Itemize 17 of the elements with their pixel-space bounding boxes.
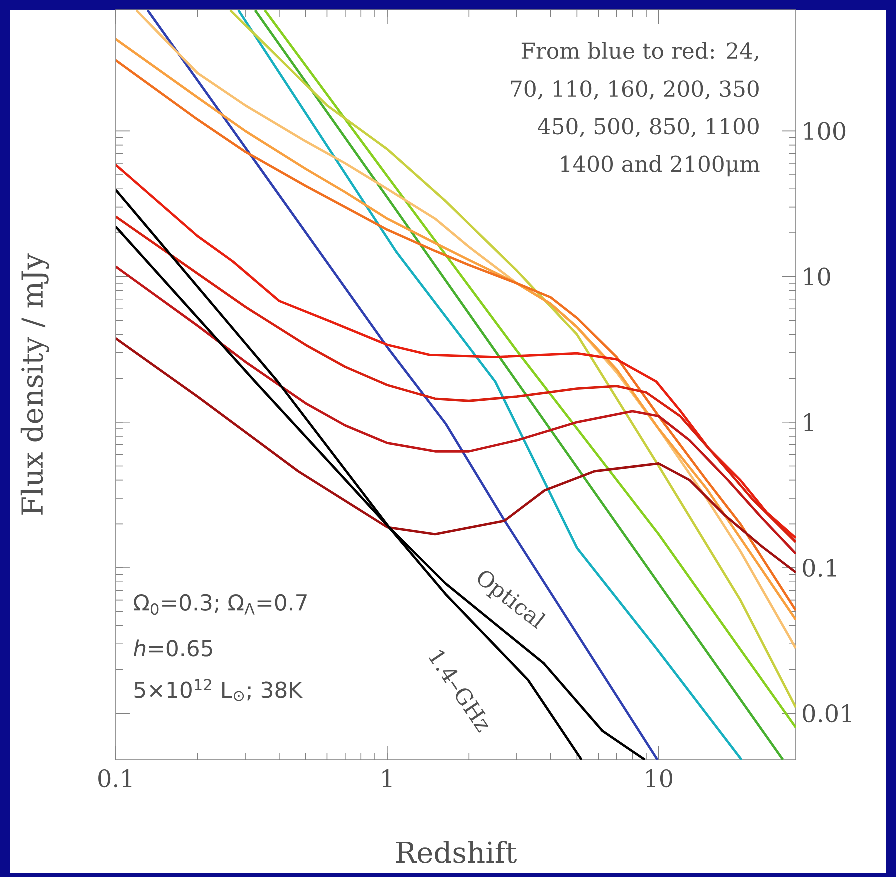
y-tick-label: 1 bbox=[804, 414, 814, 432]
x-axis-title: Redshift bbox=[396, 841, 517, 864]
x-tick-label: 1 bbox=[382, 770, 392, 788]
annotation: 1400 and 2100μm bbox=[561, 155, 760, 177]
annotation: Ω$_{0}$=0.3; Ω$_{Λ}$=0.7 bbox=[134, 594, 307, 616]
annotation: 450, 500, 850, 1100 bbox=[538, 118, 759, 138]
annotation: 5×10$^{12}$ L$_{⊙}$; 38K bbox=[134, 679, 303, 702]
y-axis-title: Flux density / mJy bbox=[20, 254, 50, 515]
annotation: h=0.65 bbox=[134, 640, 212, 657]
y-tick-label: 0.1 bbox=[803, 558, 836, 578]
annotation: 70, 110, 160, 200, 350 bbox=[511, 80, 759, 100]
annotation: From blue to red: 24, bbox=[522, 42, 758, 62]
y-tick-label: 0.01 bbox=[803, 704, 852, 723]
x-tick-label: 0.1 bbox=[98, 770, 132, 788]
y-tick-label: 100 bbox=[804, 122, 846, 140]
x-tick-label: 10 bbox=[646, 770, 673, 788]
y-tick-label: 10 bbox=[804, 268, 830, 286]
